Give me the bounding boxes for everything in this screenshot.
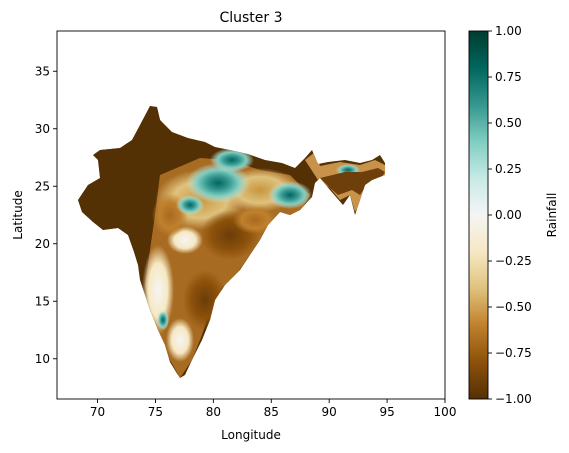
patch-wet-north bbox=[210, 148, 254, 172]
patch-wet-coast bbox=[157, 310, 169, 330]
colorbar-tick-label: −0.25 bbox=[495, 254, 532, 268]
colorbar-tick-label: 0.00 bbox=[495, 208, 522, 222]
colorbar-tick-label: −1.00 bbox=[495, 392, 532, 406]
colorbar bbox=[468, 30, 489, 400]
x-tick-label: 95 bbox=[379, 405, 394, 419]
x-axis-label: Longitude bbox=[221, 428, 281, 442]
patch-mid-2 bbox=[233, 206, 277, 234]
y-tick-label: 25 bbox=[35, 179, 50, 193]
y-tick-label: 30 bbox=[35, 122, 50, 136]
colorbar-tick-label: 0.75 bbox=[495, 70, 522, 84]
patch-wet-central bbox=[186, 163, 250, 203]
colorbar-tick-label: −0.50 bbox=[495, 300, 532, 314]
x-axis: 70 75 80 85 90 95 100 bbox=[90, 399, 457, 419]
y-tick-label: 20 bbox=[35, 237, 50, 251]
plot-frame bbox=[56, 30, 446, 400]
chart-title: Cluster 3 bbox=[219, 10, 282, 26]
region-northeast-dark bbox=[320, 168, 385, 195]
colorbar-tick-label: 0.25 bbox=[495, 162, 522, 176]
y-tick-label: 35 bbox=[35, 64, 50, 78]
x-tick-label: 80 bbox=[206, 405, 221, 419]
colorbar-label: Rainfall bbox=[545, 193, 559, 238]
region-western-dry-belt bbox=[78, 106, 168, 265]
x-tick-label: 90 bbox=[322, 405, 337, 419]
colorbar-tick-label: 0.50 bbox=[495, 116, 522, 130]
y-tick-label: 10 bbox=[35, 352, 50, 366]
y-axis-label: Latitude bbox=[11, 190, 25, 239]
x-tick-label: 75 bbox=[148, 405, 163, 419]
patch-wet-west bbox=[176, 195, 204, 215]
x-tick-label: 100 bbox=[434, 405, 457, 419]
y-axis: 10 15 20 25 30 35 bbox=[35, 64, 57, 366]
colorbar-ticks: 1.00 0.75 0.50 0.25 0.00 −0.25 −0.50 −0.75 −1.00 bbox=[488, 24, 532, 406]
y-tick-label: 15 bbox=[35, 294, 50, 308]
x-tick-label: 85 bbox=[264, 405, 279, 419]
colorbar-tick-label: −0.75 bbox=[495, 346, 532, 360]
patch-pale-south bbox=[166, 318, 194, 362]
patch-wet-east bbox=[268, 181, 312, 209]
colorbar-tick-label: 1.00 bbox=[495, 24, 522, 38]
x-tick-label: 70 bbox=[90, 405, 105, 419]
